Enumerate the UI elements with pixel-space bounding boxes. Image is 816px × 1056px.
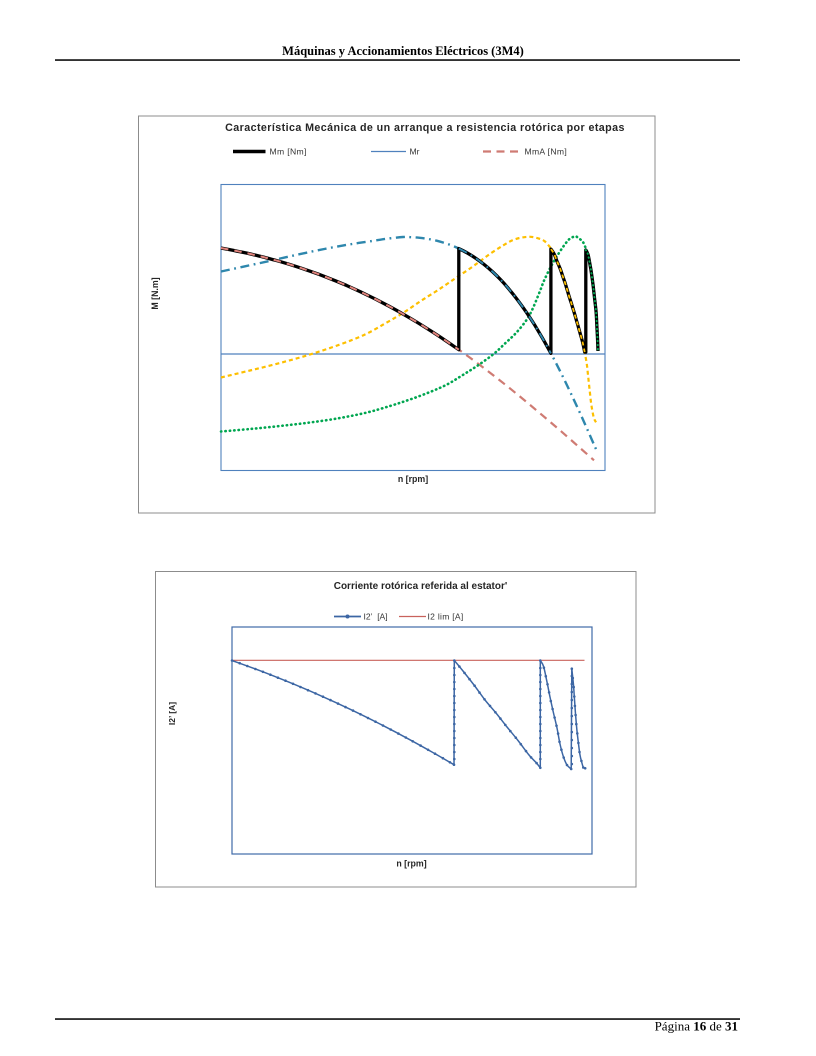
svg-text:Característica Mecánica de un: Característica Mecánica de un arranque a… xyxy=(225,122,625,134)
svg-text:n [rpm]: n [rpm] xyxy=(398,474,428,484)
svg-text:I2 lim [A]: I2 lim [A] xyxy=(428,612,464,622)
svg-text:Mm [Nm]: Mm [Nm] xyxy=(270,147,307,157)
svg-text:n [rpm]: n [rpm] xyxy=(396,859,426,869)
svg-text:Corriente rotórica referida al: Corriente rotórica referida al estator' xyxy=(334,581,508,592)
svg-text:Página 16 de 31: Página 16 de 31 xyxy=(655,1019,738,1034)
svg-text:Mr: Mr xyxy=(410,147,420,157)
svg-text:I2’ [A]: I2’ [A] xyxy=(167,702,177,725)
svg-text:I2’ [A]: I2’ [A] xyxy=(364,612,388,622)
svg-text:M [N.m]: M [N.m] xyxy=(150,277,160,309)
svg-text:MmA [Nm]: MmA [Nm] xyxy=(525,147,568,157)
svg-text:Máquinas y Accionamientos Eléc: Máquinas y Accionamientos Eléctricos (3M… xyxy=(282,44,524,58)
